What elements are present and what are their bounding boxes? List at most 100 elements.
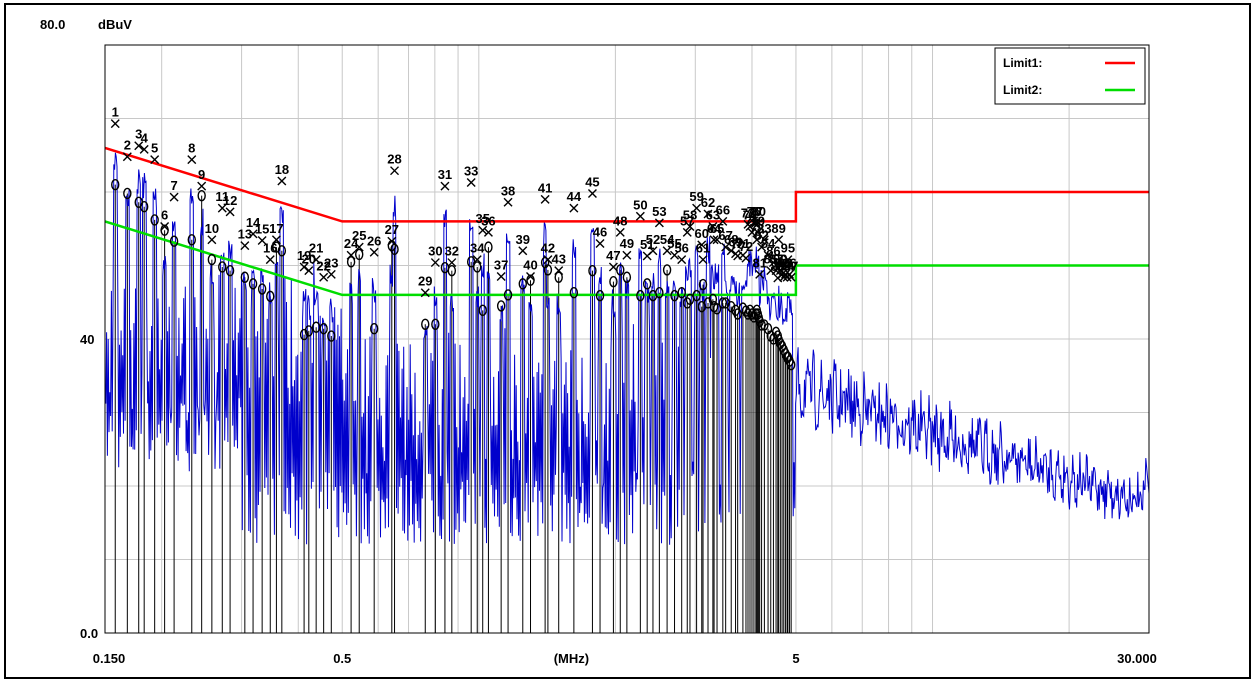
legend: Limit1: Limit2: bbox=[994, 47, 1146, 105]
marker-qp-symbol bbox=[785, 269, 795, 279]
marker-avg-symbol bbox=[150, 214, 159, 226]
marker-number-label: 40 bbox=[523, 258, 537, 273]
marker-qp-symbol bbox=[751, 218, 761, 228]
marker-37: 37 bbox=[494, 258, 508, 312]
x-tick-label-5: 5 bbox=[792, 651, 799, 666]
marker-36: 36 bbox=[481, 213, 496, 253]
marker-number-label: 2 bbox=[124, 138, 131, 153]
marker-number-label: 37 bbox=[494, 258, 508, 273]
x-tick-label-30000: 30.000 bbox=[1117, 651, 1157, 666]
marker-number-label: 61 bbox=[696, 241, 710, 256]
marker-avg-symbol bbox=[225, 264, 235, 277]
marker-4: 4 bbox=[139, 130, 149, 213]
chart-frame: 1 2 3 4 5 6 7 8 9 10 11 12 13 14 15 16 17 18 19 20 21 22 23 24 2… bbox=[4, 3, 1251, 679]
marker-qp-symbol bbox=[478, 225, 488, 235]
marker-qp-symbol bbox=[369, 247, 379, 257]
marker-avg-symbol bbox=[655, 286, 664, 299]
marker-number-label: 56 bbox=[674, 241, 688, 256]
marker-qp-symbol bbox=[608, 262, 618, 272]
marker-avg-symbol bbox=[692, 289, 701, 302]
marker-symbols: 1234567891011121314151617181920212223242… bbox=[110, 105, 798, 371]
marker-number-label: 74 bbox=[743, 208, 758, 223]
marker-avg-symbol bbox=[554, 271, 563, 283]
marker-qp-symbol bbox=[697, 240, 707, 250]
marker-stems bbox=[114, 184, 792, 633]
marker-qp-symbol bbox=[110, 119, 120, 129]
marker-qp-symbol bbox=[569, 203, 579, 213]
marker-qp-symbol bbox=[518, 246, 528, 256]
marker-qp-symbol bbox=[134, 141, 144, 151]
marker-number-label: 92 bbox=[777, 258, 791, 273]
legend-limit2-label: Limit2: bbox=[1003, 83, 1042, 97]
marker-avg-symbol bbox=[677, 286, 686, 299]
marker-avg-symbol bbox=[160, 224, 169, 236]
marker-number-label: 18 bbox=[275, 162, 289, 177]
marker-86: 86 bbox=[766, 244, 781, 345]
legend-box bbox=[994, 47, 1146, 105]
marker-avg-symbol bbox=[698, 278, 708, 291]
marker-55: 55 bbox=[667, 236, 682, 302]
marker-59: 59 bbox=[689, 189, 704, 302]
marker-avg-symbol bbox=[355, 248, 364, 261]
marker-16: 16 bbox=[263, 241, 277, 303]
marker-number-label: 25 bbox=[352, 228, 366, 243]
marker-number-label: 30 bbox=[428, 244, 442, 259]
marker-number-label: 12 bbox=[223, 193, 237, 208]
marker-qp-symbol bbox=[635, 211, 645, 221]
marker-avg-symbol bbox=[473, 261, 482, 273]
marker-avg-symbol bbox=[642, 278, 652, 290]
marker-number-label: 96 bbox=[782, 255, 796, 270]
marker-number-label: 4 bbox=[141, 130, 149, 145]
marker-avg-symbol bbox=[727, 300, 736, 313]
marker-qp-symbol bbox=[708, 222, 718, 232]
marker-number-label: 7 bbox=[170, 178, 177, 193]
x-axis-unit-label: (MHz) bbox=[554, 651, 589, 666]
marker-qp-symbol bbox=[754, 218, 764, 228]
marker-qp-symbol bbox=[777, 269, 787, 279]
marker-qp-symbol bbox=[654, 218, 664, 228]
marker-qp-symbol bbox=[257, 236, 267, 246]
marker-avg-symbol bbox=[421, 318, 430, 330]
marker-qp-symbol bbox=[160, 222, 170, 232]
plot-border bbox=[104, 44, 1150, 634]
marker-qp-symbol bbox=[354, 242, 364, 252]
marker-number-label: 32 bbox=[445, 244, 459, 259]
marker-number-label: 73 bbox=[741, 205, 755, 220]
marker-number-label: 36 bbox=[481, 213, 495, 228]
marker-qp-symbol bbox=[483, 227, 493, 237]
marker-qp-symbol bbox=[540, 194, 550, 204]
marker-92: 92 bbox=[777, 258, 791, 356]
marker-number-label: 72 bbox=[739, 239, 753, 254]
marker-qp-symbol bbox=[240, 241, 250, 251]
marker-qp-symbol bbox=[420, 288, 430, 298]
marker-qp-symbol bbox=[150, 155, 160, 165]
marker-number-label: 50 bbox=[633, 197, 647, 212]
marker-qp-symbol bbox=[197, 181, 207, 191]
marker-qp-symbol bbox=[662, 246, 672, 256]
marker-17: 17 bbox=[269, 221, 284, 253]
marker-number-label: 11 bbox=[215, 189, 229, 204]
marker-number-label: 67 bbox=[718, 228, 732, 243]
marker-number-label: 14 bbox=[246, 215, 261, 230]
marker-qp-symbol bbox=[139, 144, 149, 154]
marker-number-label: 10 bbox=[205, 221, 219, 236]
marker-avg-symbol bbox=[369, 323, 379, 335]
marker-qp-symbol bbox=[783, 255, 793, 265]
marker-qp-symbol bbox=[447, 258, 457, 268]
marker-qp-symbol bbox=[780, 269, 790, 279]
marker-qp-symbol bbox=[703, 209, 713, 219]
marker-qp-symbol bbox=[768, 258, 778, 268]
y-top-label: 80.0 bbox=[40, 17, 65, 32]
marker-number-label: 97 bbox=[784, 258, 798, 273]
marker-qp-symbol bbox=[622, 250, 632, 260]
marker-qp-symbol bbox=[503, 197, 513, 207]
marker-number-label: 45 bbox=[585, 174, 599, 189]
marker-avg-symbol bbox=[496, 300, 506, 312]
marker-qp-symbol bbox=[311, 255, 321, 265]
marker-38: 38 bbox=[501, 183, 515, 301]
marker-number-label: 63 bbox=[706, 208, 720, 223]
grid-lines bbox=[105, 45, 1149, 633]
marker-avg-symbol bbox=[588, 264, 597, 277]
marker-qp-symbol bbox=[277, 176, 287, 186]
marker-3: 3 bbox=[134, 127, 144, 208]
